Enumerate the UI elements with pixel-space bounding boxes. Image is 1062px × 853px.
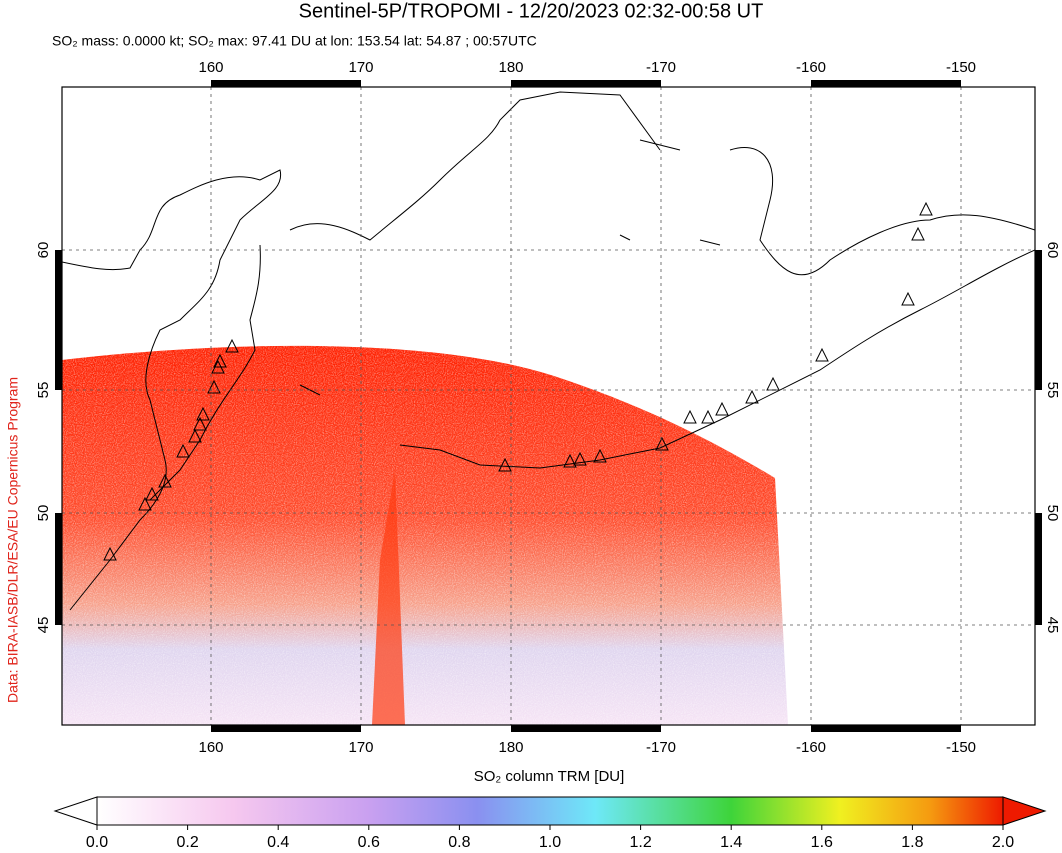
volcano-markers — [103, 201, 933, 561]
volcano — [745, 389, 759, 404]
lat-tick-label: 45 — [35, 617, 52, 634]
lon-tick-label: -160 — [796, 59, 826, 76]
volcano — [176, 443, 190, 458]
frame-bar — [55, 513, 62, 625]
coastline — [399, 249, 1035, 469]
volcano — [193, 416, 207, 431]
lon-tick-label: -170 — [646, 739, 676, 756]
lon-tick-label: 180 — [498, 59, 523, 76]
side-label: Data: BIRA-IASB/DLR/ESA/EU Copernicus Pr… — [5, 377, 21, 703]
frame-bar — [811, 725, 961, 732]
frame-bar — [1035, 250, 1042, 390]
volcano — [815, 347, 829, 362]
coastline — [729, 146, 1035, 276]
volcano — [593, 448, 607, 463]
swath-texture — [62, 345, 788, 725]
colorbar-ticks: 0.0 0.2 0.4 0.6 0.8 1.0 1.2 1.4 1.6 1.8 2.0 — [86, 825, 1014, 851]
lon-tick-label: -170 — [646, 59, 676, 76]
colorbar-tick-label: 0.2 — [176, 834, 198, 851]
frame-bar — [55, 250, 62, 390]
lat-tick-label: 60 — [35, 242, 52, 259]
volcano — [701, 409, 715, 424]
volcano — [573, 451, 587, 466]
colorbar-low-arrow — [53, 796, 98, 826]
lon-tick-label: -160 — [796, 739, 826, 756]
lon-tick-label: 170 — [348, 59, 373, 76]
volcano — [103, 546, 117, 561]
volcano — [563, 453, 577, 468]
volcano — [211, 359, 225, 374]
map-content — [62, 91, 1035, 725]
volcano — [683, 409, 697, 424]
colorbar-tick-label: 1.2 — [629, 834, 651, 851]
frame-bar — [211, 80, 361, 87]
lat-tick-label: 50 — [35, 505, 52, 522]
grid — [62, 87, 1035, 725]
frame-bar — [1035, 513, 1042, 625]
coastline — [62, 169, 282, 611]
volcano — [225, 338, 239, 353]
volcano — [655, 436, 669, 451]
colorbar-tick-label: 1.6 — [811, 834, 833, 851]
lon-tick-label: 170 — [348, 739, 373, 756]
colorbar — [96, 796, 1004, 826]
volcano — [138, 496, 152, 511]
volcano — [196, 406, 210, 421]
volcano — [919, 201, 933, 216]
subtitle: SO₂ mass: 0.0000 kt; SO₂ max: 97.41 DU a… — [52, 33, 537, 49]
lon-tick-label: -150 — [946, 739, 976, 756]
colorbar-tick-label: 0.8 — [448, 834, 470, 851]
axes: 160 160 170 170 180 180 -170 -170 -160 -160 -150 -1… — [35, 59, 1061, 756]
swath-seam — [372, 470, 405, 725]
colorbar-tick-label: 1.4 — [720, 834, 742, 851]
volcano — [715, 401, 729, 416]
colorbar-tick-label: 0.4 — [267, 834, 289, 851]
volcano — [901, 291, 915, 306]
volcano — [498, 457, 512, 472]
coastline — [149, 244, 261, 501]
colorbar-label: SO₂ column TRM [DU] — [474, 768, 625, 785]
volcano — [145, 486, 159, 501]
lon-tick-label: 180 — [498, 739, 523, 756]
volcano — [911, 226, 925, 241]
volcano — [158, 473, 172, 488]
frame-bar — [211, 725, 361, 732]
lat-tick-label: 55 — [35, 382, 52, 399]
volcano — [213, 353, 227, 368]
title: Sentinel-5P/TROPOMI - 12/20/2023 02:32-0… — [299, 0, 764, 22]
colorbar-tick-label: 2.0 — [992, 834, 1014, 851]
colorbar-tick-label: 1.0 — [539, 834, 561, 851]
colorbar-tick-label: 1.8 — [901, 834, 923, 851]
lat-tick-label: 45 — [1044, 617, 1061, 634]
lon-tick-label: -150 — [946, 59, 976, 76]
volcano — [188, 428, 202, 443]
colorbar-tick-label: 0.6 — [358, 834, 380, 851]
colorbar-high-arrow — [1002, 796, 1047, 826]
volcano — [766, 376, 780, 391]
lon-tick-label: 160 — [198, 739, 223, 756]
lon-tick-label: 160 — [198, 59, 223, 76]
lat-tick-label: 60 — [1044, 242, 1061, 259]
frame-bar — [511, 80, 661, 87]
colorbar-tick-label: 0.0 — [86, 834, 108, 851]
frame-bar — [811, 80, 961, 87]
volcano — [207, 379, 221, 394]
lat-tick-label: 50 — [1044, 505, 1061, 522]
lat-tick-label: 55 — [1044, 382, 1061, 399]
coastline — [289, 91, 661, 241]
frame-bar — [511, 725, 661, 732]
